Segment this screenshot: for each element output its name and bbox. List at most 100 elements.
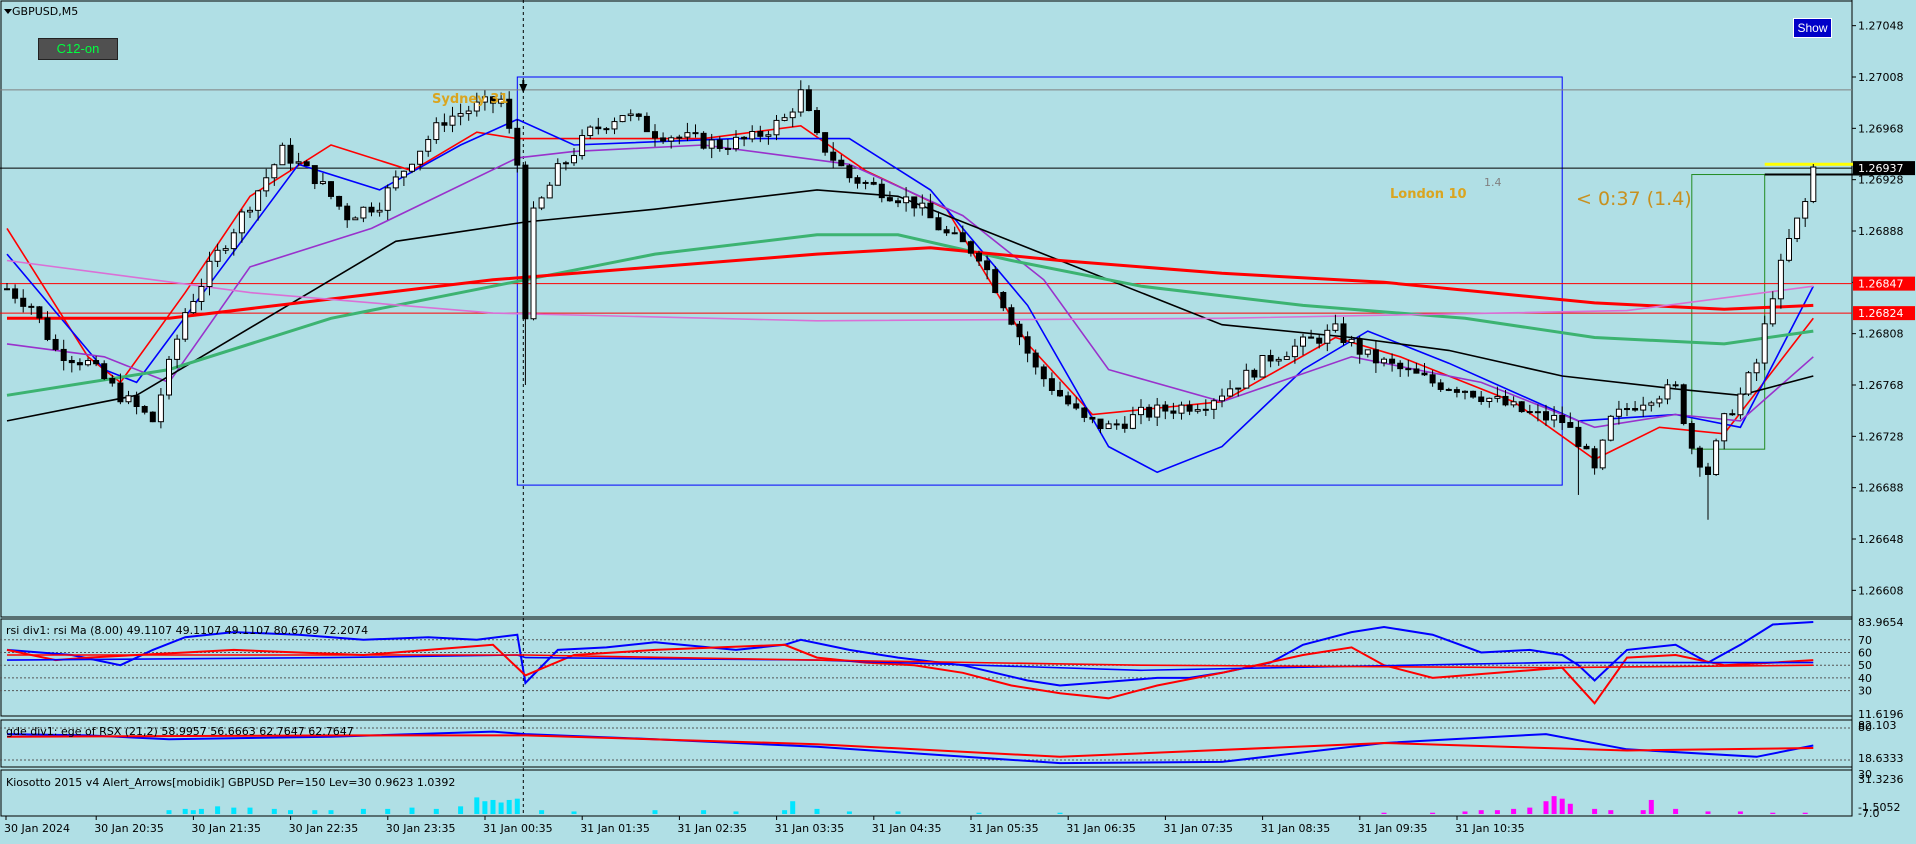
- candle-body: [1210, 400, 1217, 410]
- candle-body: [1624, 408, 1630, 411]
- candle-body: [1429, 374, 1436, 384]
- candle-body: [441, 122, 448, 126]
- candle-body: [846, 165, 853, 179]
- candle-body: [1170, 410, 1177, 414]
- rsi-scale-label: 40: [1858, 672, 1872, 685]
- histogram-bar: [701, 810, 707, 814]
- candle-body: [182, 312, 189, 340]
- candle-body: [1348, 338, 1355, 344]
- candle-body: [1680, 384, 1687, 425]
- time-label: 31 Jan 09:35: [1358, 822, 1428, 835]
- candle-body: [1453, 389, 1460, 393]
- candle-body: [465, 110, 472, 115]
- candle-body: [1672, 384, 1679, 387]
- candle-body: [1267, 355, 1274, 362]
- histogram-bar: [652, 810, 658, 814]
- candle-body: [643, 115, 650, 133]
- candle-body: [1494, 395, 1501, 399]
- candle-body: [93, 360, 100, 365]
- price-tick-label: 1.26928: [1858, 174, 1904, 187]
- candle-body: [1251, 369, 1258, 378]
- candle-body: [886, 197, 893, 202]
- kiosotto-scale-label: 31.3236: [1858, 773, 1904, 786]
- candle-body: [384, 187, 391, 211]
- histogram-bar: [458, 806, 464, 814]
- histogram-bar: [433, 808, 439, 814]
- candle-body: [125, 395, 132, 403]
- candle-body: [1729, 413, 1736, 416]
- candle-body: [101, 363, 108, 380]
- rsi-panel-title: rsi div1: rsi Ma (8.00) 49.1107 49.1107 …: [6, 624, 368, 637]
- histogram-bar: [182, 808, 188, 814]
- candle-body: [514, 127, 521, 166]
- time-label: 31 Jan 06:35: [1066, 822, 1136, 835]
- symbol-menu-caret-icon[interactable]: [4, 9, 12, 14]
- histogram-bar: [482, 801, 488, 814]
- rsi-scale-label: 30: [1858, 685, 1872, 698]
- candle-body: [1786, 238, 1792, 261]
- candle-body: [36, 306, 43, 319]
- histogram-bar: [271, 808, 277, 814]
- candle-body: [1713, 440, 1720, 475]
- candle-body: [822, 132, 829, 153]
- candle-body: [1097, 418, 1104, 430]
- candle-body: [1486, 397, 1493, 403]
- candle-body: [895, 200, 901, 204]
- histogram-bar: [1640, 810, 1646, 814]
- histogram-bar: [409, 807, 415, 814]
- candle-body: [684, 132, 691, 138]
- candle-body: [1316, 337, 1323, 344]
- price-tick-label: 1.26808: [1858, 328, 1904, 341]
- candle-body: [4, 288, 10, 291]
- indicator-series-line: [6, 643, 1814, 705]
- candle-body: [1591, 448, 1598, 469]
- candle-body: [1089, 416, 1096, 420]
- candle-body: [1664, 384, 1671, 400]
- candle-body: [214, 249, 221, 262]
- show-button[interactable]: Show: [1793, 18, 1832, 38]
- histogram-bar: [247, 807, 253, 814]
- candle-body: [1129, 414, 1136, 429]
- price-tick-label: 1.27048: [1858, 20, 1904, 33]
- candle-body: [1632, 408, 1639, 411]
- candle-body: [76, 362, 83, 366]
- rsi-scale-label: 50: [1858, 659, 1872, 672]
- candle-body: [376, 209, 383, 213]
- histogram-bar: [506, 799, 512, 814]
- candle-body: [311, 165, 318, 185]
- indicator-series-line: [7, 654, 1814, 669]
- gde-panel-title: gde div1: ege of RSX (21,2) 58.9957 56.6…: [6, 725, 354, 738]
- candle-body: [1332, 323, 1339, 331]
- candle-body: [1575, 426, 1582, 447]
- histogram-bar: [1478, 810, 1484, 814]
- candle-body: [1008, 307, 1015, 325]
- candle-body: [328, 181, 334, 197]
- candle-body: [724, 147, 731, 150]
- histogram-bar: [190, 810, 196, 814]
- histogram-bar: [1673, 808, 1679, 814]
- candle-body: [1146, 406, 1153, 418]
- candle-body: [1308, 336, 1315, 339]
- candle-body: [1138, 406, 1144, 416]
- london-session-label: London 10: [1390, 187, 1467, 202]
- candle-body: [1534, 411, 1541, 414]
- c12-toggle-button[interactable]: C12-on: [38, 38, 118, 60]
- candle-body: [1162, 404, 1169, 412]
- candle-body: [733, 136, 739, 150]
- candle-body: [400, 170, 407, 178]
- price-badge: [1853, 276, 1915, 291]
- price-tick-label: 1.26728: [1858, 430, 1904, 443]
- histogram-bar: [1430, 812, 1436, 814]
- candle-body: [149, 411, 156, 423]
- candle-body: [1121, 423, 1128, 429]
- candle-body: [943, 229, 950, 234]
- price-tick-label: 1.26688: [1858, 482, 1904, 495]
- candle-body: [1381, 358, 1387, 364]
- histogram-bar: [1770, 812, 1776, 814]
- candle-body: [1745, 372, 1752, 395]
- candle-body: [1753, 362, 1760, 374]
- candle-body: [271, 164, 278, 179]
- time-label: 30 Jan 21:35: [191, 822, 261, 835]
